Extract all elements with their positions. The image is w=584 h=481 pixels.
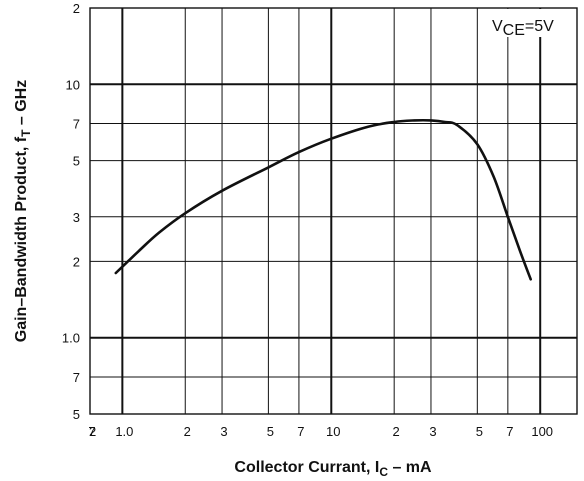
x-tick-label: 100 [531, 424, 553, 439]
ft-curve [114, 118, 532, 281]
y-tick-label: 5 [73, 154, 80, 169]
x-tick-label: 1.0 [115, 424, 133, 439]
annotation-v: V [492, 18, 503, 35]
annotation-sub: CE [503, 22, 525, 39]
x-tick-label: 2 [393, 424, 400, 439]
x-axis-title-main: Collector Currant, I [234, 459, 379, 476]
x-tick-label: 7 [88, 424, 95, 439]
y-axis-title: Gain–Bandwidth Product, fT – GHz [13, 80, 33, 342]
x-tick-label: 2 [89, 424, 96, 439]
x-tick-label: 7 [297, 424, 304, 439]
grid [90, 8, 577, 414]
svg-text:VCE=5V: VCE=5V [492, 18, 554, 39]
plot-frame [89, 7, 578, 415]
y-axis-title-unit: – GHz [13, 80, 30, 130]
x-tick-label: 7 [506, 424, 513, 439]
plot-background [90, 8, 577, 414]
series [114, 118, 532, 281]
annotation-box [488, 9, 576, 37]
x-tick-label: 3 [429, 424, 436, 439]
y-tick-label: 1.0 [62, 331, 80, 346]
annotation-vce: VCE=5V [488, 9, 576, 39]
x-tick-label: 3 [220, 424, 227, 439]
y-tick-label: 3 [73, 210, 80, 225]
y-axis-title-sub: T [19, 129, 33, 137]
annotation-rest: =5V [525, 18, 554, 35]
y-tick-label: 10 [66, 77, 80, 92]
y-tick-label: 2 [73, 254, 80, 269]
x-axis-title: Collector Currant, IC – mA [234, 459, 432, 479]
x-tick-label: 10 [326, 424, 340, 439]
y-tick-label: 7 [73, 370, 80, 385]
x-axis-title-sub: C [379, 465, 388, 479]
x-tick-label: 5 [476, 424, 483, 439]
y-tick-label: 5 [73, 407, 80, 422]
x-tick-label: 2 [184, 424, 191, 439]
x-axis-title-unit: – mA [388, 459, 432, 476]
x-tick-label: 5 [267, 424, 274, 439]
y-tick-label: 7 [73, 117, 80, 132]
y-tick-label: 2 [73, 1, 80, 16]
y-axis-title-main: Gain–Bandwidth Product, f [13, 136, 30, 342]
